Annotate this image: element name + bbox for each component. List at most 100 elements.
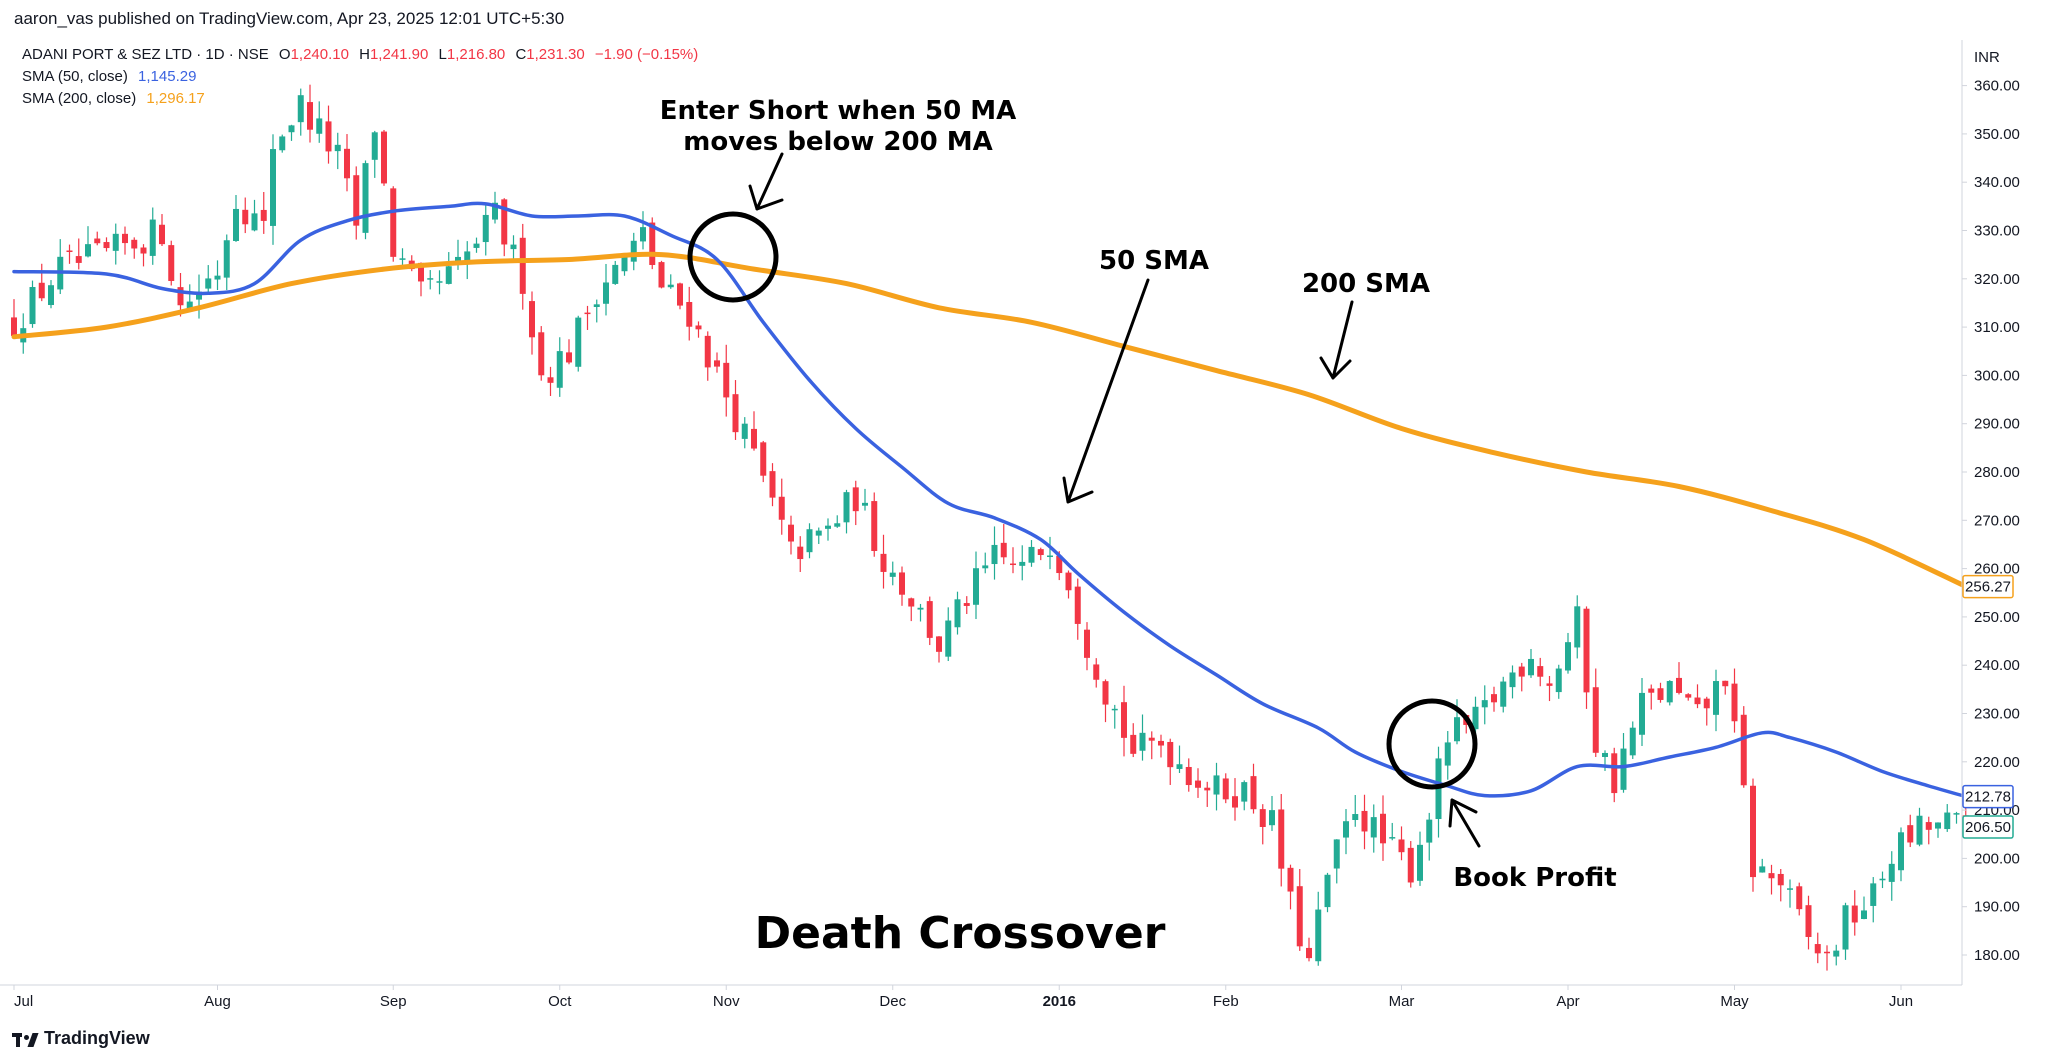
x-tick-label: May: [1720, 993, 1749, 1010]
candle-body: [1074, 586, 1081, 624]
candle: [1185, 758, 1192, 792]
y-tick-label: 280.00: [1974, 464, 2020, 481]
y-tick-label: 350.00: [1974, 126, 2020, 143]
candle: [926, 596, 933, 646]
candle: [1111, 704, 1118, 729]
candle-body: [168, 245, 175, 281]
candle: [1870, 877, 1877, 923]
x-tick-label: Mar: [1389, 993, 1415, 1010]
candle: [667, 274, 674, 289]
candle-body: [316, 118, 323, 134]
candle-body: [529, 301, 535, 338]
candle: [1389, 822, 1396, 841]
candle-body: [584, 312, 591, 315]
candle-body: [862, 502, 868, 506]
candle: [1620, 733, 1627, 793]
candle-body: [1491, 694, 1497, 703]
candle: [1213, 762, 1220, 811]
candle-body: [1158, 740, 1164, 746]
ohlc-open-label: O: [278, 46, 291, 63]
candle-body: [492, 202, 498, 220]
candle: [177, 272, 184, 317]
sma200-value: 1,296.17: [146, 90, 205, 107]
candle: [1750, 778, 1756, 892]
candle-body: [1185, 766, 1192, 786]
candle: [1352, 795, 1359, 827]
candle: [149, 207, 156, 265]
candle-body: [473, 243, 480, 248]
candle-body: [1389, 837, 1396, 839]
candle-body: [1167, 741, 1174, 768]
candle: [75, 238, 82, 270]
candle: [640, 211, 646, 250]
candle: [1898, 827, 1904, 882]
candle-body: [714, 360, 720, 367]
y-tick-label: 290.00: [1974, 416, 2020, 433]
price-tags: 256.27 212.78 206.50: [1962, 574, 2014, 839]
candle: [418, 262, 424, 297]
candle: [510, 235, 517, 263]
candle-body: [1602, 752, 1608, 757]
annotation-50sma: 50 SMA: [1099, 246, 1209, 276]
price-tag-sma50-box: [1962, 784, 2014, 809]
candle: [1842, 902, 1849, 960]
candle: [973, 551, 979, 620]
moving-average-lines: [11, 201, 1969, 799]
candle: [658, 260, 665, 289]
candle-body: [381, 131, 387, 184]
candle-body: [1851, 905, 1858, 923]
legend-sma200-row[interactable]: SMA (200, close) 1,296.17: [22, 88, 698, 110]
candle: [1703, 696, 1710, 726]
candle-body: [1750, 785, 1756, 878]
candle: [1148, 731, 1155, 760]
y-tick-label: 190.00: [1974, 899, 2020, 916]
x-tick-label: Oct: [548, 993, 572, 1010]
candle-body: [1703, 698, 1710, 709]
candle-body: [538, 332, 545, 376]
candle-body: [279, 136, 286, 151]
y-tick-label: 300.00: [1974, 367, 2020, 384]
candle: [492, 191, 498, 224]
candle-body: [1370, 817, 1377, 838]
candle: [1713, 669, 1719, 732]
candle: [788, 515, 794, 555]
candle: [159, 214, 165, 247]
candle: [168, 240, 175, 286]
candle: [1028, 540, 1035, 567]
candle: [1269, 795, 1275, 831]
ohlc-low-label: L: [438, 46, 447, 63]
legend-symbol-row[interactable]: ADANI PORT & SEZ LTD · 1D · NSE O1,240.1…: [22, 44, 698, 66]
candle-body: [260, 209, 267, 221]
candle-body: [1592, 687, 1599, 753]
candle-body: [1555, 668, 1562, 693]
ohlc-low: 1,216.80: [446, 46, 506, 63]
annotation-title: Death Crossover: [755, 908, 1166, 959]
candle: [270, 134, 276, 245]
candle: [862, 488, 868, 511]
y-tick-label: 250.00: [1974, 609, 2020, 626]
legend-sma50-row[interactable]: SMA (50, close) 1,145.29: [22, 66, 698, 88]
candle: [1676, 662, 1682, 695]
candle: [1944, 804, 1951, 832]
candle: [1666, 680, 1673, 706]
candle: [815, 527, 822, 544]
candle: [362, 160, 369, 240]
time-axis[interactable]: Jul Aug Sep Oct Nov Dec 2016 Feb Mar Apr May Jun: [0, 984, 1962, 1010]
tradingview-logo[interactable]: TradingView: [12, 1028, 150, 1049]
candle-body: [1426, 819, 1433, 843]
candle: [334, 132, 341, 170]
candle-body: [1444, 742, 1451, 766]
candle: [1824, 945, 1830, 971]
candle: [963, 596, 970, 615]
candle: [353, 166, 360, 240]
candle-body: [334, 144, 341, 152]
candle: [205, 265, 212, 293]
price-axis[interactable]: INR 180.00190.00200.00210.00220.00230.00…: [1961, 40, 2020, 985]
candle-body: [1380, 813, 1386, 844]
tradingview-logo-icon: [12, 1031, 39, 1047]
candle-body: [658, 262, 665, 288]
candle-body: [288, 125, 295, 133]
candle-body: [418, 262, 424, 282]
candle-body: [1648, 688, 1655, 693]
